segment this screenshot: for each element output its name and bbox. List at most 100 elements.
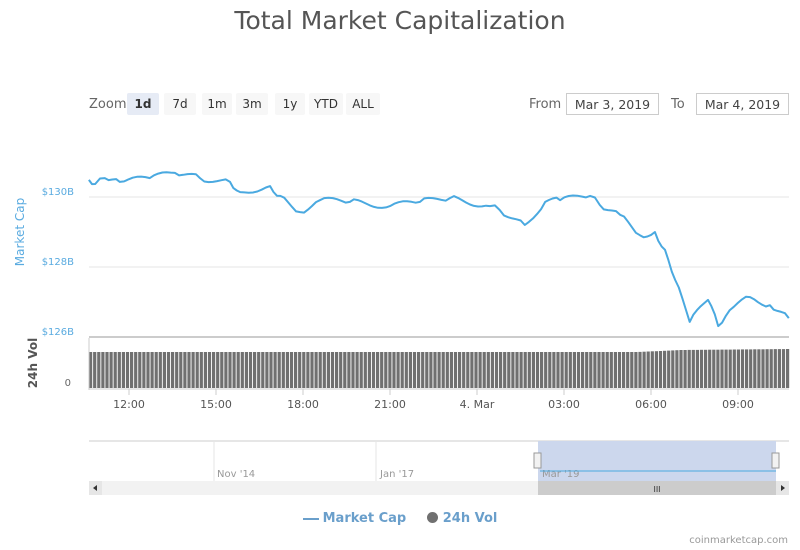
volume-bar xyxy=(351,352,355,388)
zoom-button-3m[interactable]: 3m xyxy=(236,93,268,115)
volume-bar xyxy=(753,349,757,388)
volume-bar xyxy=(671,350,675,388)
volume-bar xyxy=(720,349,724,388)
volume-bar xyxy=(93,352,97,388)
zoom-button-all[interactable]: ALL xyxy=(346,93,380,115)
volume-bar xyxy=(265,352,269,388)
navigator-handle[interactable] xyxy=(533,452,542,469)
volume-bar xyxy=(740,349,745,388)
volume-bar xyxy=(130,352,134,388)
x-tick-label: 12:00 xyxy=(113,398,145,411)
to-label: To xyxy=(671,97,685,112)
volume-bar xyxy=(593,352,597,388)
volume-bar xyxy=(761,349,765,388)
volume-bar xyxy=(216,352,220,388)
volume-bar xyxy=(154,352,158,388)
volume-bar xyxy=(786,349,790,388)
volume-bar xyxy=(417,352,421,388)
volume-bar xyxy=(212,352,216,388)
volume-bar xyxy=(429,352,433,388)
volume-bar xyxy=(757,349,761,388)
navigator-label: Mar '19 xyxy=(542,469,580,480)
to-date-input[interactable]: Mar 4, 2019 xyxy=(696,93,789,115)
volume-bar xyxy=(363,352,367,388)
navigator-label: Jan '17 xyxy=(379,469,414,480)
credit-link[interactable]: coinmarketcap.com xyxy=(689,535,788,546)
volume-bar xyxy=(564,352,568,388)
volume-bar xyxy=(540,352,544,388)
volume-bar xyxy=(121,352,125,388)
volume-bar xyxy=(511,352,515,388)
volume-bar xyxy=(777,349,781,388)
volume-bar xyxy=(273,352,277,388)
volume-bar xyxy=(527,352,531,388)
volume-bar xyxy=(388,352,392,388)
volume-bar xyxy=(736,349,740,388)
legend-market-cap[interactable]: Market Cap xyxy=(302,511,406,526)
volume-bar xyxy=(728,349,732,388)
arrow-right-icon xyxy=(781,485,785,491)
navigator-selection[interactable] xyxy=(538,441,776,481)
zoom-button-ytd[interactable]: YTD xyxy=(309,93,343,115)
volume-bar xyxy=(470,352,474,388)
volume-bar xyxy=(663,350,667,388)
volume-bar xyxy=(171,352,175,388)
volume-bar xyxy=(453,352,458,388)
volume-bar xyxy=(462,352,466,388)
plot-area[interactable]: $130B $128B $126B Market Cap 24h Vol 0 12:00 15… xyxy=(0,0,800,510)
volume-bar xyxy=(380,352,384,388)
volume-tick-label: 0 xyxy=(65,378,71,389)
x-tick-label: 06:00 xyxy=(635,398,667,411)
zoom-button-1m[interactable]: 1m xyxy=(202,93,232,115)
zoom-button-7d[interactable]: 7d xyxy=(164,93,196,115)
volume-bar xyxy=(97,352,101,388)
volume-bar xyxy=(232,352,236,388)
volume-bar xyxy=(150,352,154,388)
volume-bar xyxy=(589,352,593,388)
volume-bar xyxy=(113,352,117,388)
volume-bar xyxy=(486,352,490,388)
volume-bar xyxy=(503,352,507,388)
volume-bar xyxy=(581,352,585,388)
volume-bar xyxy=(191,352,195,388)
arrow-left-icon xyxy=(93,485,97,491)
volume-bar xyxy=(367,352,371,388)
volume-bar xyxy=(478,352,482,388)
volume-bar xyxy=(376,352,380,388)
volume-bar xyxy=(535,352,540,388)
volume-bar xyxy=(400,352,404,388)
volume-bar xyxy=(474,352,478,388)
volume-bar xyxy=(199,352,203,388)
volume-bar xyxy=(667,350,671,388)
volume-bar xyxy=(638,351,642,388)
volume-bar xyxy=(687,349,691,388)
volume-bar xyxy=(326,352,330,388)
volume-bar xyxy=(548,352,552,388)
y-tick-label: $130B xyxy=(42,187,74,198)
volume-bar xyxy=(281,352,285,388)
volume-bar xyxy=(544,352,548,388)
volume-bar xyxy=(732,349,736,388)
volume-bar xyxy=(207,352,212,388)
volume-bar xyxy=(482,352,486,388)
volume-bar xyxy=(125,352,130,388)
volume-bar xyxy=(523,352,527,388)
volume-bar xyxy=(499,352,503,388)
x-tick-label: 18:00 xyxy=(287,398,319,411)
volume-bar xyxy=(597,352,601,388)
volume-bar xyxy=(560,352,564,388)
legend-24h-vol[interactable]: 24h Vol xyxy=(426,511,497,526)
volume-bar xyxy=(773,349,777,388)
volume-bar xyxy=(634,352,638,388)
from-date-input[interactable]: Mar 3, 2019 xyxy=(566,93,659,115)
navigator-label: Nov '14 xyxy=(217,469,255,480)
x-tick-label: 4. Mar xyxy=(460,398,495,411)
zoom-button-1d[interactable]: 1d xyxy=(127,93,159,115)
navigator-handle[interactable] xyxy=(771,452,780,469)
y-tick-label: $128B xyxy=(42,257,74,268)
volume-bar xyxy=(244,352,248,388)
zoom-button-1y[interactable]: 1y xyxy=(275,93,305,115)
scrollbar-thumb[interactable] xyxy=(538,481,776,495)
volume-bar xyxy=(531,352,535,388)
x-tick-label: 09:00 xyxy=(722,398,754,411)
